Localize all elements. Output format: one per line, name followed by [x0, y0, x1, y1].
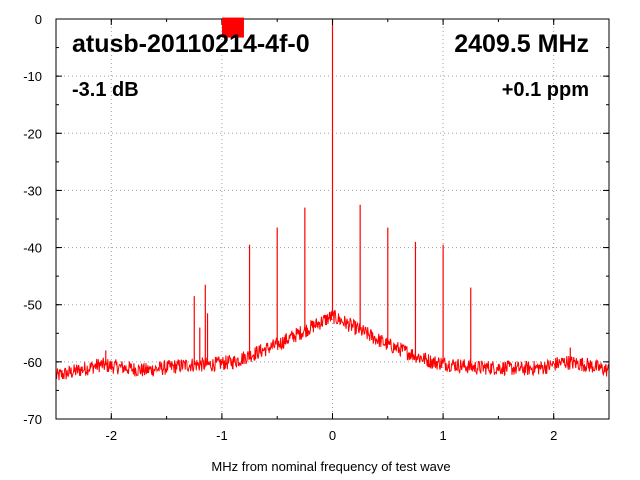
spectrum-trace: [55, 19, 610, 381]
x-tick-label: 2: [550, 428, 557, 443]
y-tick-label: -60: [23, 355, 42, 370]
tick-labels: -2 -1 0 1 20-10-20-30-40-50-60-70: [23, 12, 557, 443]
axis-ticks: [55, 18, 610, 420]
y-tick-label: -30: [23, 183, 42, 198]
peak-marker: [221, 17, 244, 38]
power-label: -3.1 dB: [72, 79, 139, 101]
y-tick-label: -20: [23, 126, 42, 141]
x-tick-label: 1: [439, 428, 446, 443]
x-tick-label: -1: [216, 428, 228, 443]
x-axis-title: MHz from nominal frequency of test wave: [211, 459, 450, 474]
device-label: atusb-20110214-4f-0: [72, 30, 310, 58]
x-tick-label: -2: [106, 428, 118, 443]
y-tick-label: 0: [35, 12, 42, 27]
x-tick-label: 0: [329, 428, 336, 443]
offset-label: +0.1 ppm: [502, 79, 589, 101]
y-tick-label: -70: [23, 412, 42, 427]
y-tick-label: -40: [23, 241, 42, 256]
y-tick-label: -10: [23, 69, 42, 84]
y-tick-label: -50: [23, 298, 42, 313]
frequency-label: 2409.5 MHz: [454, 30, 589, 58]
